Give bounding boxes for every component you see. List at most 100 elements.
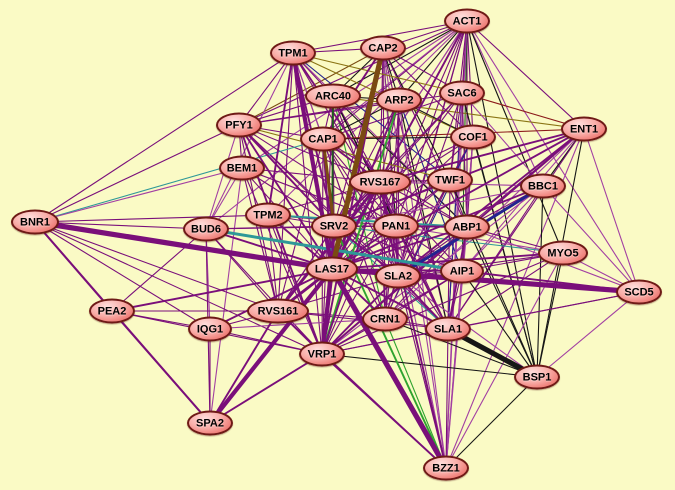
node-ent1[interactable]: ENT1	[561, 116, 607, 142]
edge-TPM1-TWF1	[292, 52, 451, 181]
node-rvs161[interactable]: RVS161	[247, 298, 309, 324]
node-bnr1[interactable]: BNR1	[11, 209, 59, 235]
edge-VRP1-SPA2	[209, 353, 323, 424]
node-bbc1[interactable]: BBC1	[520, 173, 566, 199]
edge-LAS17-PEA2	[111, 268, 333, 312]
edge-VRP1-BZZ1	[321, 353, 447, 469]
node-label: TPM2	[253, 209, 283, 221]
node-crn1[interactable]: CRN1	[362, 306, 408, 332]
edge-BBC1-AIP1	[461, 185, 544, 272]
edge-ACT1-ARP2	[398, 20, 468, 101]
edge-LAS17-BZZ1	[329, 267, 449, 470]
edge-ACT1-PFY1	[238, 20, 468, 126]
node-pea2[interactable]: PEA2	[89, 298, 135, 324]
edge-BNR1-RVS161	[34, 221, 279, 312]
node-label: CRN1	[370, 313, 400, 325]
edge-COF1-LAS17	[331, 136, 474, 270]
node-label: CAP2	[368, 42, 398, 54]
edge-LAS17-VRP1	[319, 268, 335, 355]
node-label: SCD5	[624, 286, 654, 298]
edge-MYO5-BSP1	[536, 252, 564, 378]
node-las17[interactable]: LAS17	[306, 256, 358, 282]
node-twf1[interactable]: TWF1	[427, 167, 473, 193]
node-cap1[interactable]: CAP1	[300, 126, 346, 152]
node-label: RVS167	[359, 176, 401, 188]
node-label: BZZ1	[432, 462, 460, 474]
node-label: SPA2	[196, 417, 224, 429]
node-bem1[interactable]: BEM1	[219, 155, 265, 181]
node-spa2[interactable]: SPA2	[187, 410, 233, 436]
edge-BBC1-SRV2	[333, 185, 544, 227]
node-label: TPM1	[278, 47, 308, 59]
node-label: BBC1	[528, 180, 558, 192]
node-label: AIP1	[449, 265, 475, 277]
node-label: RVS161	[257, 305, 299, 317]
edge-ACT1-BBC1	[466, 20, 544, 187]
edge-AIP1-BZZ1	[445, 270, 463, 469]
node-tpm1[interactable]: TPM1	[270, 40, 316, 66]
node-pfy1[interactable]: PFY1	[216, 112, 262, 138]
edge-CAP1-COF1	[322, 136, 474, 140]
node-bud6[interactable]: BUD6	[183, 216, 229, 242]
edge-BNR1-VRP1	[34, 221, 323, 355]
node-vrp1[interactable]: VRP1	[299, 341, 345, 367]
node-cof1[interactable]: COF1	[450, 124, 496, 150]
node-label: BSP1	[522, 371, 552, 383]
edge-ENT1-SCD5	[583, 128, 640, 293]
edge-BEM1-RVS161	[241, 167, 279, 312]
node-rvs167[interactable]: RVS167	[349, 169, 411, 195]
node-label: PFY1	[225, 119, 253, 131]
node-scd5[interactable]: SCD5	[616, 279, 662, 305]
edge-TPM1-TPM2	[267, 52, 294, 216]
node-sla2[interactable]: SLA2	[375, 263, 421, 289]
node-label: ARC40	[314, 90, 352, 102]
edge-BBC1-SCD5	[542, 185, 640, 293]
edge-AIP1-BSP1	[461, 270, 538, 378]
node-bsp1[interactable]: BSP1	[514, 364, 560, 390]
node-label: BUD6	[191, 223, 221, 235]
node-label: LAS17	[314, 263, 350, 275]
node-arc40[interactable]: ARC40	[305, 83, 361, 109]
node-label: BNR1	[20, 216, 50, 228]
edge-TPM2-RVS161	[267, 214, 279, 312]
node-label: ARP2	[384, 94, 414, 106]
edge-BUD6-PEA2	[111, 228, 207, 312]
edge-TPM1-RVS167	[292, 52, 381, 183]
edge-VRP1-BSP1	[321, 353, 538, 378]
node-arp2[interactable]: ARP2	[376, 87, 422, 113]
edge-ACT1-PAN1	[395, 20, 468, 227]
node-label: SAC6	[447, 87, 477, 99]
node-cap2[interactable]: CAP2	[360, 35, 406, 61]
node-label: ABP1	[452, 221, 482, 233]
node-label: MYO5	[547, 247, 579, 259]
node-iqg1[interactable]: IQG1	[188, 316, 232, 342]
edge-BEM1-BNR1	[34, 167, 243, 223]
edge-CRN1-BZZ1	[384, 318, 447, 469]
edge-MYO5-VRP1	[321, 252, 564, 355]
edge-CAP1-SRV2	[321, 138, 336, 227]
edge-BEM1-SPA2	[209, 167, 243, 424]
edge-PFY1-LAS17	[238, 124, 333, 270]
edge-ACT1-ARC40	[332, 20, 468, 97]
node-act1[interactable]: ACT1	[444, 8, 490, 34]
edge-PFY1-BUD6	[205, 124, 240, 230]
node-srv2[interactable]: SRV2	[311, 213, 357, 239]
node-bzz1[interactable]: BZZ1	[423, 455, 469, 481]
edge-BNR1-LAS17	[34, 219, 333, 272]
node-pan1[interactable]: PAN1	[373, 213, 419, 239]
edge-PAN1-VRP1	[321, 225, 397, 355]
edge-BNR1-TPM2	[34, 214, 269, 223]
node-myo5[interactable]: MYO5	[538, 240, 588, 266]
node-abp1[interactable]: ABP1	[444, 214, 490, 240]
edge-CRN1-BSP1	[384, 318, 538, 378]
edge-CAP2-PFY1	[238, 47, 384, 126]
node-tpm2[interactable]: TPM2	[245, 202, 291, 228]
node-aip1[interactable]: AIP1	[440, 258, 484, 284]
edge-SCD5-BSP1	[536, 291, 640, 378]
node-sac6[interactable]: SAC6	[439, 80, 485, 106]
node-label: PAN1	[381, 220, 411, 232]
edge-ARC40-ENT1	[332, 95, 585, 130]
edge-TWF1-SLA1	[447, 179, 451, 330]
node-sla1[interactable]: SLA1	[425, 316, 471, 342]
